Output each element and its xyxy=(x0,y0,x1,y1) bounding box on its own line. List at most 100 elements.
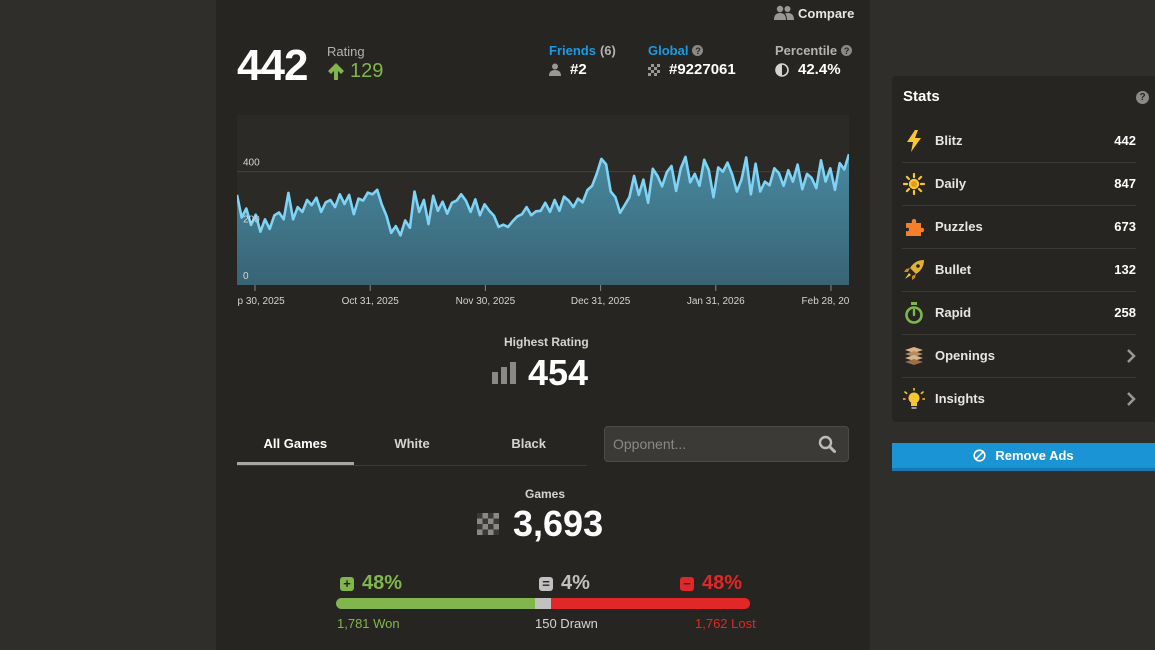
stat-row-daily[interactable]: Daily 847 xyxy=(902,162,1136,206)
puzzle-icon xyxy=(902,215,926,239)
search-icon[interactable] xyxy=(818,435,836,453)
highest-rating-label: Highest Rating xyxy=(504,335,589,349)
x-tick-label: Dec 31, 2025 xyxy=(571,296,631,307)
rating-line xyxy=(235,153,851,237)
stat-label: Bullet xyxy=(935,262,972,277)
lost-bar-segment xyxy=(551,598,750,609)
rating-change: 129 xyxy=(328,60,383,83)
remove-ads-button[interactable]: Remove Ads xyxy=(892,443,1155,471)
y-tick-label: 200 xyxy=(243,214,260,225)
stats-panel: Stats ? Blitz 442 Daily 847 Puzzles 673 … xyxy=(892,76,1155,422)
chessboard-icon xyxy=(648,63,660,76)
games-total-value: 3,693 xyxy=(513,503,604,544)
lost-percent-value: 48% xyxy=(702,572,743,594)
lost-percent: − 48% xyxy=(680,572,742,595)
chevron-right-icon xyxy=(1127,348,1136,363)
friends-rank[interactable]: Friends (6) #2 xyxy=(549,43,616,78)
opponent-search xyxy=(604,426,849,462)
drawn-bar-segment xyxy=(534,598,552,609)
x-axis-svg: Sep 30, 2025 Oct 31, 2025 Nov 30, 2025 Dec … xyxy=(225,285,861,307)
stat-value: 132 xyxy=(1114,262,1136,277)
stat-label: Openings xyxy=(935,348,995,363)
stat-value: 847 xyxy=(1114,176,1136,191)
y-tick-label: 0 xyxy=(243,271,249,282)
x-tick-label: Sep 30, 2025 xyxy=(237,296,285,307)
friends-label: Friends xyxy=(549,43,596,58)
user-icon xyxy=(549,63,561,76)
games-label: Games xyxy=(525,487,566,501)
rating-delta-value: 129 xyxy=(350,60,384,82)
rating-label: Rating xyxy=(327,44,365,59)
lost-count: 1,762 Lost xyxy=(695,616,756,631)
tab-all-games[interactable]: All Games xyxy=(237,425,354,465)
tab-black[interactable]: Black xyxy=(511,436,547,451)
remove-ads-label: Remove Ads xyxy=(995,448,1074,463)
current-rating: 442 xyxy=(237,41,308,90)
help-icon[interactable]: ? xyxy=(692,45,704,56)
main-panel xyxy=(216,0,870,650)
highest-rating-value: 454 xyxy=(528,352,589,393)
compare-label: Compare xyxy=(798,5,855,21)
stat-row-openings[interactable]: Openings xyxy=(902,334,1136,378)
stat-label: Puzzles xyxy=(935,219,983,234)
rocket-icon xyxy=(902,258,926,282)
half-circle-icon xyxy=(775,62,789,77)
win-draw-loss-bar xyxy=(336,598,750,609)
help-icon[interactable]: ? xyxy=(841,45,853,56)
drawn-count: 150 Drawn xyxy=(535,616,598,631)
compare-button[interactable]: Compare xyxy=(774,3,854,23)
won-count: 1,781 Won xyxy=(337,616,400,631)
friends-rank-value: #2 xyxy=(570,61,587,78)
friends-count: (6) xyxy=(599,43,616,58)
stopwatch-icon xyxy=(902,301,926,325)
won-percent: + 48% xyxy=(340,572,402,595)
games-total: 3,693 xyxy=(477,503,603,545)
percentile-label: Percentile xyxy=(775,43,838,58)
drawn-percent-value: 4% xyxy=(561,572,590,594)
y-tick-label: 400 xyxy=(243,158,260,169)
chevron-right-icon xyxy=(1127,391,1136,406)
global-rank[interactable]: Global? #9227061 xyxy=(648,43,736,78)
lightning-icon xyxy=(902,129,926,153)
bulb-icon xyxy=(902,387,926,411)
won-bar-segment xyxy=(336,598,535,609)
stat-row-blitz[interactable]: Blitz 442 xyxy=(902,119,1136,163)
rating-area xyxy=(237,154,849,285)
game-color-tabs: All Games White Black xyxy=(237,425,587,466)
prohibited-icon xyxy=(973,449,986,462)
equals-icon: = xyxy=(539,576,553,591)
rating-history-chart[interactable]: 400 200 0 xyxy=(235,115,851,285)
minus-icon: − xyxy=(680,576,694,591)
stat-row-puzzles[interactable]: Puzzles 673 xyxy=(902,205,1136,249)
x-tick-label: Oct 31, 2025 xyxy=(342,296,400,307)
stat-label: Blitz xyxy=(935,133,963,148)
won-percent-value: 48% xyxy=(362,572,403,594)
stat-row-rapid[interactable]: Rapid 258 xyxy=(902,291,1136,335)
stat-label: Rapid xyxy=(935,305,972,320)
x-tick-label: Jan 31, 2026 xyxy=(687,296,745,307)
percentile: Percentile? 42.4% xyxy=(775,43,853,78)
book-icon xyxy=(902,344,926,368)
plus-icon: + xyxy=(340,576,354,591)
opponent-search-input[interactable] xyxy=(605,435,805,453)
rating-chart-svg: 400 200 0 xyxy=(235,153,851,285)
stat-value: 673 xyxy=(1114,219,1136,234)
stat-value: 442 xyxy=(1114,133,1136,148)
help-icon[interactable]: ? xyxy=(1136,91,1149,104)
highest-rating: 454 xyxy=(492,352,588,394)
bar-chart-icon xyxy=(492,362,516,384)
percentile-value: 42.4% xyxy=(798,61,841,78)
global-rank-value: #9227061 xyxy=(669,61,736,78)
chart-x-axis: Sep 30, 2025 Oct 31, 2025 Nov 30, 2025 Dec … xyxy=(225,285,861,315)
stat-row-insights[interactable]: Insights xyxy=(902,377,1136,420)
x-tick-label: Nov 30, 2025 xyxy=(456,296,516,307)
x-tick-label: Feb 28, 2026 xyxy=(802,296,849,307)
drawn-percent: = 4% xyxy=(539,572,590,595)
sun-icon xyxy=(902,172,926,196)
arrow-up-icon xyxy=(328,63,344,80)
tab-white[interactable]: White xyxy=(394,436,430,451)
global-label: Global xyxy=(648,43,689,58)
stat-row-bullet[interactable]: Bullet 132 xyxy=(902,248,1136,292)
stat-label: Insights xyxy=(935,391,985,406)
chessboard-icon xyxy=(477,513,499,535)
